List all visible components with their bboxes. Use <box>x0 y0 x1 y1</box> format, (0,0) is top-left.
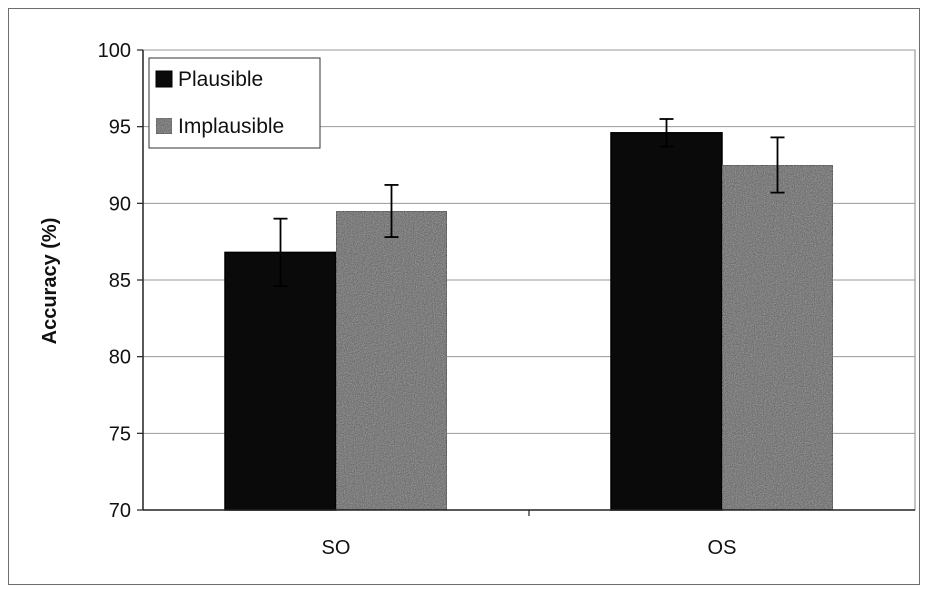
y-tick-label: 85 <box>109 270 131 292</box>
legend-label-plausible: Plausible <box>178 68 263 91</box>
y-tick-label: 100 <box>98 40 131 62</box>
bar-plausible-os <box>610 132 723 511</box>
y-tick-label: 90 <box>109 193 131 215</box>
axes: 70 75 80 85 90 95 100 SO OS <box>98 40 915 559</box>
x-tick-label-os: OS <box>708 537 737 559</box>
y-axis-title: Accuracy (%) <box>39 218 61 345</box>
legend: Plausible Implausible <box>148 57 321 149</box>
legend-swatch-implausible <box>155 117 173 135</box>
bar-plausible-so <box>224 251 337 511</box>
legend-swatch-plausible <box>155 70 173 88</box>
y-tick-label: 80 <box>109 347 131 369</box>
y-tick-label: 75 <box>109 423 131 445</box>
bars <box>224 132 834 511</box>
error-bars <box>273 118 785 288</box>
bar-implausible-so <box>335 210 448 511</box>
bar-implausible-os <box>721 164 834 511</box>
y-tick-label: 95 <box>109 117 131 139</box>
legend-label-implausible: Implausible <box>178 115 284 138</box>
legend-box <box>148 57 321 149</box>
y-tick-label: 70 <box>109 500 131 522</box>
x-tick-label-so: SO <box>322 537 351 559</box>
